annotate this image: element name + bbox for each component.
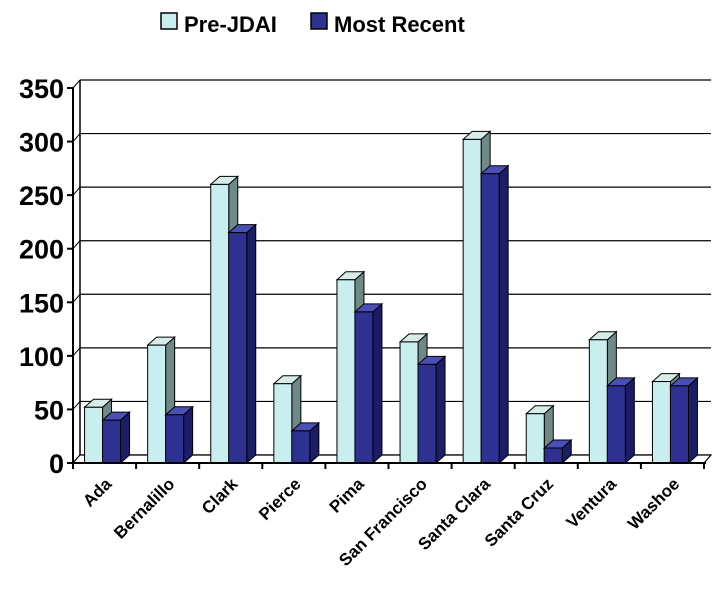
bar-side (435, 355, 446, 465)
bar-front (525, 413, 545, 464)
bar-most-recent (416, 355, 447, 465)
bar-most-recent (164, 405, 194, 465)
y-tick-label: 300 (19, 128, 64, 158)
axes (67, 88, 706, 469)
gridline-depth (72, 79, 81, 89)
bar-front (588, 339, 608, 464)
bar-side (372, 302, 383, 465)
x-tick-label: Ventura (563, 474, 621, 532)
legend-label-pre-jdai: Pre-JDAI (184, 12, 277, 37)
legend-label-most-recent: Most Recent (334, 12, 465, 37)
x-tick-label: Santa Cruz (481, 474, 557, 550)
bar-most-recent (353, 302, 384, 465)
x-tick-label: Washoe (624, 474, 683, 533)
x-tick-label: Bernalillo (110, 474, 178, 542)
x-tick-label: Ada (79, 474, 116, 511)
gridline-depth (72, 293, 81, 303)
y-tick-label: 0 (49, 449, 64, 479)
bar-front (462, 138, 482, 464)
gridline-depth (72, 133, 81, 142)
bar-most-recent (669, 376, 699, 465)
bar-most-recent (479, 164, 510, 465)
bar-most-recent (542, 438, 573, 465)
legend-item-most-recent: Most Recent (310, 12, 465, 37)
bar-front (606, 385, 626, 464)
x-tick-label: Clark (198, 474, 242, 518)
bar-side (246, 223, 257, 465)
bar-front (399, 341, 419, 464)
bar-front (84, 406, 104, 464)
bars (83, 130, 699, 465)
bar-front (291, 430, 311, 464)
gridlines (72, 79, 711, 464)
bar-front (480, 173, 500, 464)
y-tick-label: 350 (19, 74, 64, 104)
bar-most-recent (101, 411, 131, 465)
bar-front (669, 385, 689, 464)
gridline-depth (72, 240, 81, 250)
y-tick-label: 250 (19, 181, 64, 211)
legend-swatch-pre-jdai (160, 12, 178, 30)
bar-front (273, 383, 293, 464)
y-axis-ticks: 0 50 100 150 200 250 300 350 (19, 74, 73, 479)
gridline-depth (72, 186, 81, 196)
bar-front (228, 232, 248, 464)
legend: Pre-JDAI Most Recent (160, 12, 465, 37)
bar-front (165, 414, 185, 464)
bar-front (543, 447, 563, 464)
x-tick-label: Pierce (255, 474, 305, 524)
gridline-depth (72, 347, 81, 357)
gridline-depth (72, 401, 81, 410)
legend-item-pre-jdai: Pre-JDAI (160, 12, 277, 37)
bar-front (651, 381, 671, 464)
bar-front (417, 363, 437, 464)
x-tick-label: Pima (326, 474, 369, 517)
bar-side (687, 376, 698, 465)
bar-side (498, 164, 509, 465)
bar-front (210, 183, 230, 464)
bar-front (336, 279, 356, 464)
bar-side (120, 411, 131, 465)
bar-most-recent (290, 421, 321, 465)
bar-most-recent (227, 223, 258, 465)
y-tick-label: 150 (19, 288, 64, 318)
bar-front (147, 344, 167, 464)
bar-side (624, 376, 635, 465)
legend-swatch-most-recent (310, 12, 328, 30)
y-tick-label: 100 (19, 342, 64, 372)
bar-side (183, 405, 194, 465)
bar-front (354, 311, 374, 464)
y-tick-label: 200 (19, 235, 64, 265)
bar-front (102, 419, 122, 464)
bar-most-recent (606, 376, 636, 465)
y-tick-label: 50 (34, 395, 64, 425)
